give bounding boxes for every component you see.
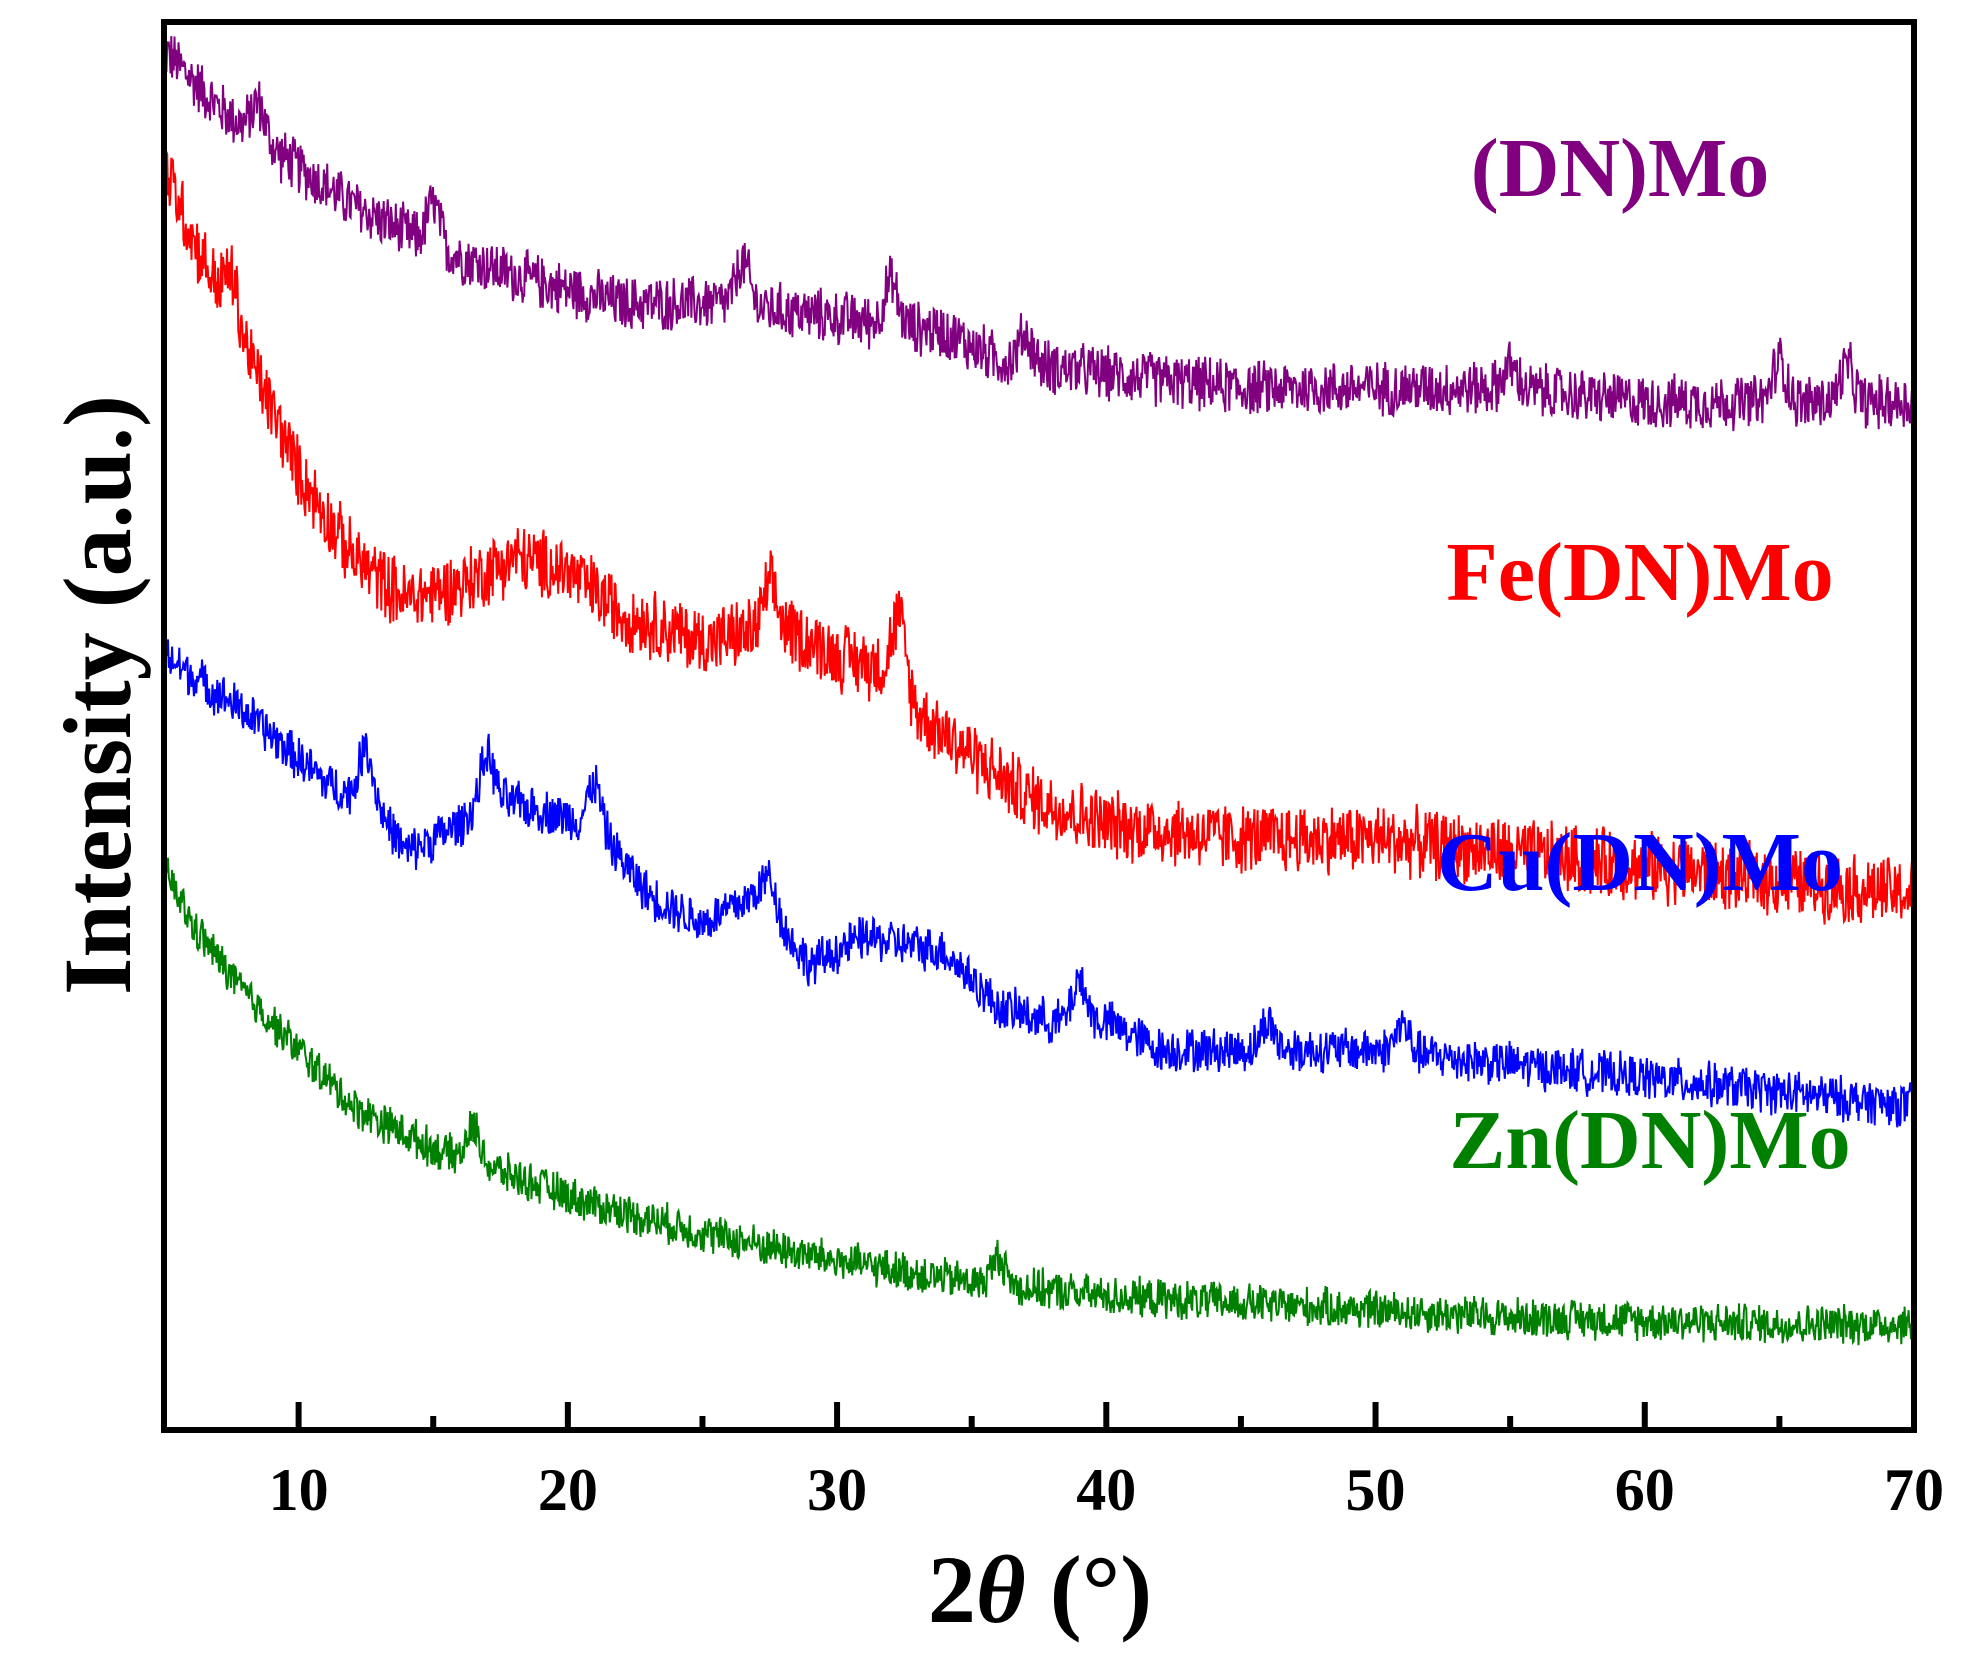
- x-tick-label: 50: [1346, 1457, 1406, 1523]
- y-axis-title: Intensity (a.u.): [44, 395, 151, 995]
- plot-frame: [161, 19, 1917, 1433]
- x-tick-label: 30: [807, 1457, 867, 1523]
- series-label-0: (DN)Mo: [1471, 122, 1770, 215]
- x-axis-title-theta: θ: [976, 1536, 1026, 1643]
- x-tick-label: 70: [1884, 1457, 1944, 1523]
- x-tick-label: 40: [1076, 1457, 1136, 1523]
- x-tick-label: 20: [538, 1457, 598, 1523]
- x-tick-label: 60: [1615, 1457, 1675, 1523]
- series-label-3: Zn(DN)Mo: [1449, 1094, 1850, 1187]
- series-line-3: [163, 857, 1915, 1346]
- series-line-1: [163, 149, 1915, 925]
- series-line-2: [163, 639, 1915, 1128]
- x-axis-ticks: 10 20 30 40 50 60 70: [269, 1402, 1944, 1523]
- x-axis-title-suffix: (°): [1026, 1536, 1152, 1643]
- series-labels: (DN)Mo Fe(DN)Mo Cu(DN)Mo Zn(DN)Mo: [1437, 122, 1851, 1187]
- series-label-2: Cu(DN)Mo: [1437, 816, 1843, 909]
- series-line-0: [163, 36, 1915, 432]
- series-layer: [163, 36, 1915, 1346]
- x-axis-title: 2θ (°): [928, 1536, 1152, 1643]
- series-label-1: Fe(DN)Mo: [1446, 526, 1833, 619]
- x-tick-label: 10: [269, 1457, 329, 1523]
- x-axis-title-prefix: 2: [928, 1536, 976, 1643]
